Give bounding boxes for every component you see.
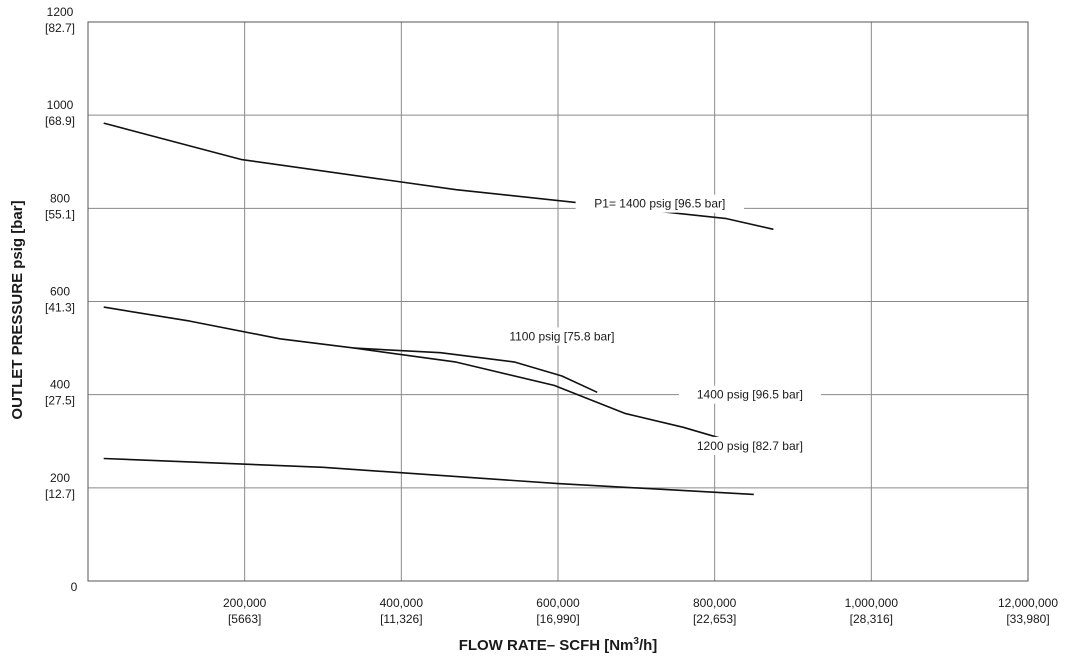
y-tick-label: 800 [50, 191, 70, 205]
curve-annotations: P1= 1400 psig [96.5 bar] 1100 psig [75.8 … [490, 194, 821, 455]
y-tick-sublabel: [41.3] [45, 301, 75, 315]
curve-annotation-label: 1400 psig [96.5 bar] [697, 388, 803, 402]
x-tick-label: 12,000,000 [998, 596, 1058, 610]
y-tick-label: 0 [71, 580, 78, 594]
x-tick-label: 600,000 [536, 596, 580, 610]
x-tick-sublabel: [11,326] [380, 612, 422, 626]
y-tick-sublabel: [55.1] [45, 207, 75, 221]
y-tick-sublabel: [68.9] [45, 114, 75, 128]
x-tick-sublabel: [28,316] [850, 612, 893, 626]
y-tick-label: 1000 [47, 98, 74, 112]
plot-frame [87, 21, 1029, 582]
y-tick-sublabel: [82.7] [45, 21, 75, 35]
y-tick-label: 600 [50, 285, 70, 299]
x-axis-title: FLOW RATE– SCFH [Nm3/h] [459, 636, 658, 654]
series-line-4 [103, 457, 754, 496]
grid-lines [88, 21, 1029, 582]
series-line-3 [103, 306, 751, 448]
data-curves [103, 122, 774, 496]
x-axis-title-tail: /h] [639, 637, 657, 654]
y-tick-sublabel: [12.7] [45, 487, 75, 501]
x-axis-ticks: 200,000 [5663] 400,000 [11,326] 600,000 [16,9… [223, 596, 1058, 626]
y-axis-ticks: 0 200 [12.7] 400 [27.5] 600 [41.3] 800 [55.1] 100… [45, 5, 78, 594]
x-axis-title-superscript: 3 [633, 636, 639, 647]
y-axis-title: OUTLET PRESSURE psig [bar] [9, 200, 26, 419]
x-tick-label: 800,000 [693, 596, 737, 610]
x-tick-label: 1,000,000 [845, 596, 899, 610]
y-tick-sublabel: [27.5] [45, 394, 75, 408]
y-tick-label: 1200 [47, 5, 74, 19]
series-line-2 [354, 347, 598, 394]
x-tick-label: 200,000 [223, 596, 267, 610]
y-tick-label: 400 [50, 378, 70, 392]
x-tick-sublabel: [16,990] [536, 612, 579, 626]
x-tick-sublabel: [33,980] [1006, 612, 1049, 626]
x-tick-label: 400,000 [380, 596, 424, 610]
curve-annotation-label: P1= 1400 psig [96.5 bar] [594, 197, 725, 211]
annotation-background [678, 436, 821, 455]
curve-annotation-label: 1100 psig [75.8 bar] [509, 329, 614, 343]
curve-annotation-label: 1200 psig [82.7 bar] [697, 439, 803, 453]
annotation-background [575, 194, 745, 213]
y-tick-label: 200 [50, 471, 70, 485]
annotation-background [490, 327, 633, 346]
x-tick-sublabel: [22,653] [693, 612, 736, 626]
x-tick-sublabel: [5663] [228, 612, 261, 626]
series-line-1 [103, 122, 774, 231]
annotation-background [678, 385, 821, 404]
